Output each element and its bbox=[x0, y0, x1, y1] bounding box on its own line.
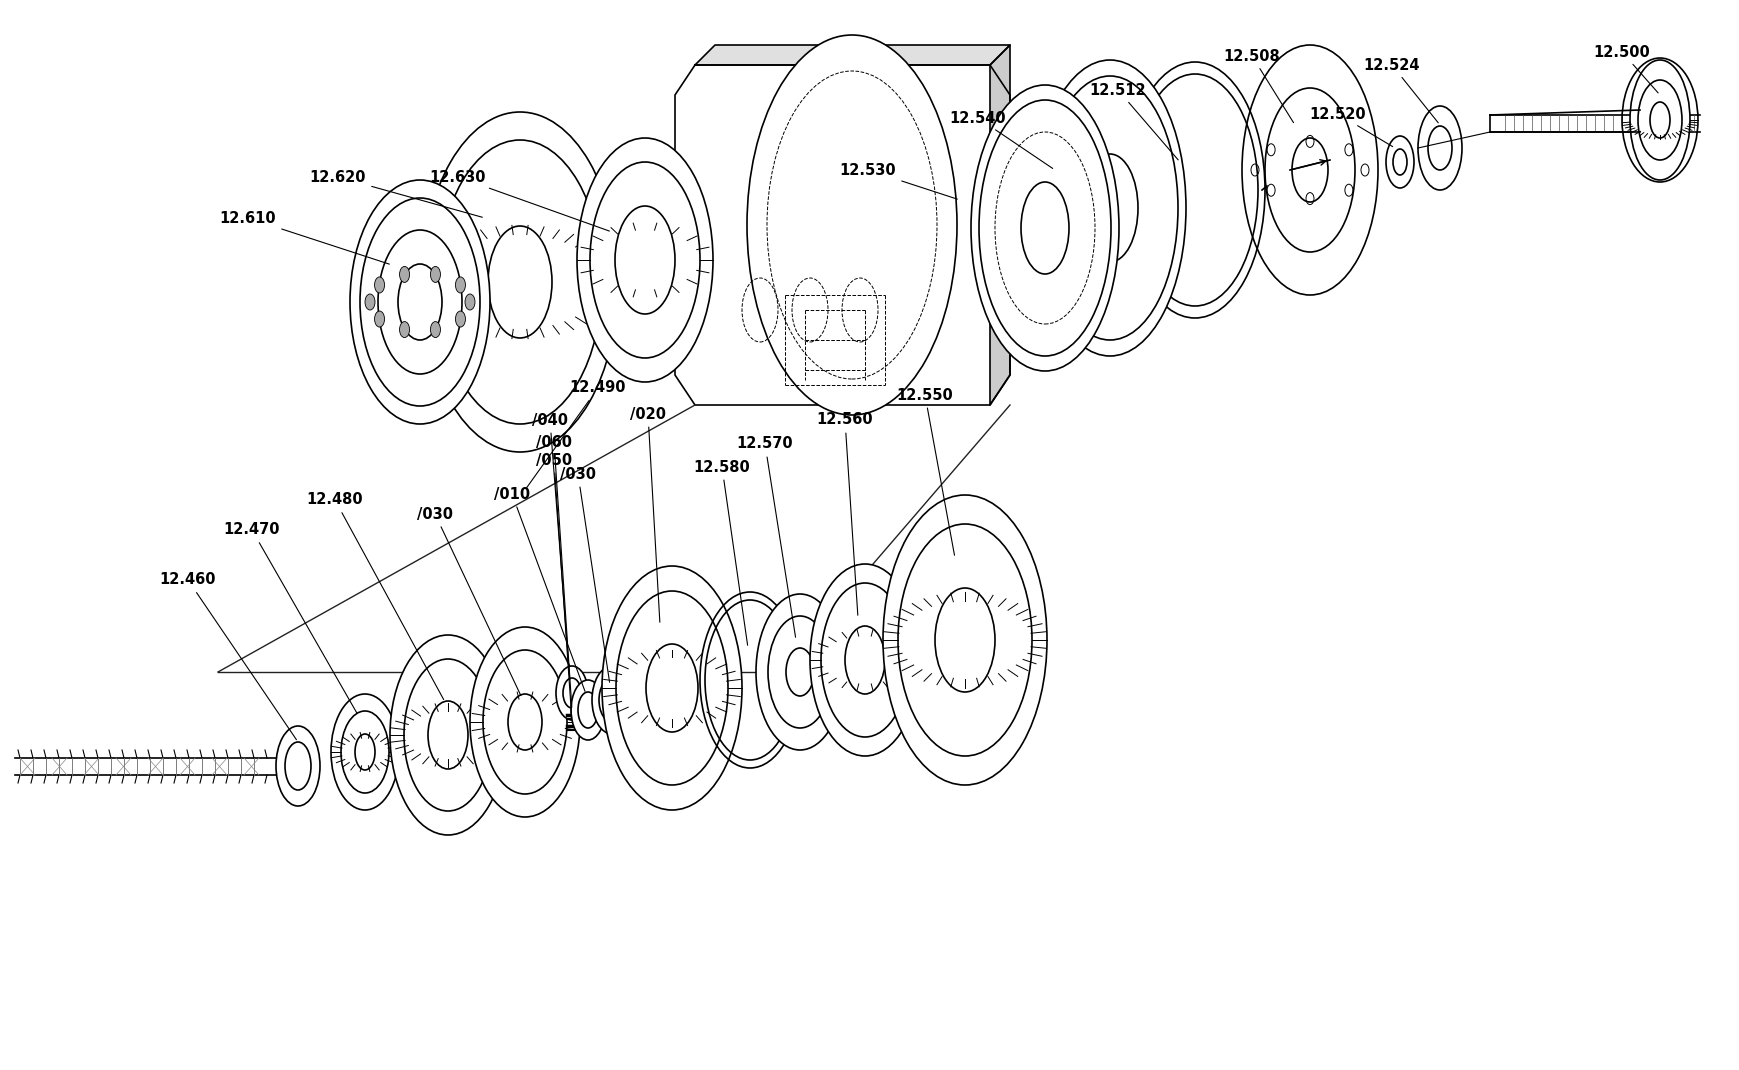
Ellipse shape bbox=[746, 35, 956, 415]
Ellipse shape bbox=[1386, 136, 1414, 188]
Ellipse shape bbox=[456, 277, 466, 293]
Ellipse shape bbox=[470, 627, 579, 817]
Ellipse shape bbox=[464, 294, 475, 310]
Text: 12.580: 12.580 bbox=[694, 459, 750, 645]
Ellipse shape bbox=[970, 85, 1118, 371]
Ellipse shape bbox=[577, 138, 713, 382]
Polygon shape bbox=[694, 45, 1009, 65]
Text: 12.620: 12.620 bbox=[310, 169, 482, 217]
Ellipse shape bbox=[882, 495, 1047, 785]
Ellipse shape bbox=[365, 294, 376, 310]
Text: 12.560: 12.560 bbox=[816, 413, 873, 615]
Polygon shape bbox=[675, 65, 1009, 406]
Ellipse shape bbox=[1242, 45, 1377, 295]
Text: 12.460: 12.460 bbox=[160, 572, 296, 739]
Text: 12.500: 12.500 bbox=[1593, 45, 1657, 93]
Ellipse shape bbox=[810, 564, 920, 756]
Text: /050: /050 bbox=[536, 453, 572, 719]
Ellipse shape bbox=[456, 311, 466, 327]
Ellipse shape bbox=[390, 635, 506, 835]
Text: 12.530: 12.530 bbox=[840, 163, 956, 199]
Text: 12.508: 12.508 bbox=[1223, 48, 1292, 123]
Text: 12.470: 12.470 bbox=[224, 522, 356, 713]
Text: 12.480: 12.480 bbox=[306, 492, 443, 700]
Ellipse shape bbox=[350, 180, 490, 424]
Ellipse shape bbox=[1033, 60, 1186, 356]
Ellipse shape bbox=[591, 666, 631, 734]
Ellipse shape bbox=[277, 727, 320, 806]
Text: /010: /010 bbox=[494, 487, 584, 691]
Text: 12.520: 12.520 bbox=[1309, 107, 1391, 147]
Text: 12.540: 12.540 bbox=[949, 110, 1052, 168]
Text: /040: /040 bbox=[532, 413, 569, 679]
Text: /030: /030 bbox=[417, 506, 520, 696]
Text: /030: /030 bbox=[560, 467, 609, 683]
Text: 12.610: 12.610 bbox=[219, 211, 390, 264]
Ellipse shape bbox=[602, 566, 741, 810]
Ellipse shape bbox=[374, 311, 384, 327]
Ellipse shape bbox=[755, 594, 843, 750]
Ellipse shape bbox=[570, 681, 605, 740]
Polygon shape bbox=[989, 45, 1009, 406]
Ellipse shape bbox=[430, 322, 440, 337]
Text: /020: /020 bbox=[630, 407, 666, 623]
Ellipse shape bbox=[374, 277, 384, 293]
Ellipse shape bbox=[1629, 60, 1689, 180]
Ellipse shape bbox=[1417, 106, 1461, 190]
Ellipse shape bbox=[400, 266, 409, 282]
Ellipse shape bbox=[423, 112, 617, 452]
Ellipse shape bbox=[556, 666, 588, 720]
Text: 12.550: 12.550 bbox=[896, 387, 955, 555]
Text: 12.490: 12.490 bbox=[527, 381, 626, 488]
Text: 12.630: 12.630 bbox=[430, 169, 609, 231]
Text: /060: /060 bbox=[536, 434, 572, 707]
Text: 12.570: 12.570 bbox=[736, 437, 795, 638]
Ellipse shape bbox=[430, 266, 440, 282]
Ellipse shape bbox=[400, 322, 409, 337]
Text: 12.524: 12.524 bbox=[1363, 58, 1438, 123]
Ellipse shape bbox=[330, 694, 398, 810]
Text: 12.512: 12.512 bbox=[1089, 82, 1177, 159]
